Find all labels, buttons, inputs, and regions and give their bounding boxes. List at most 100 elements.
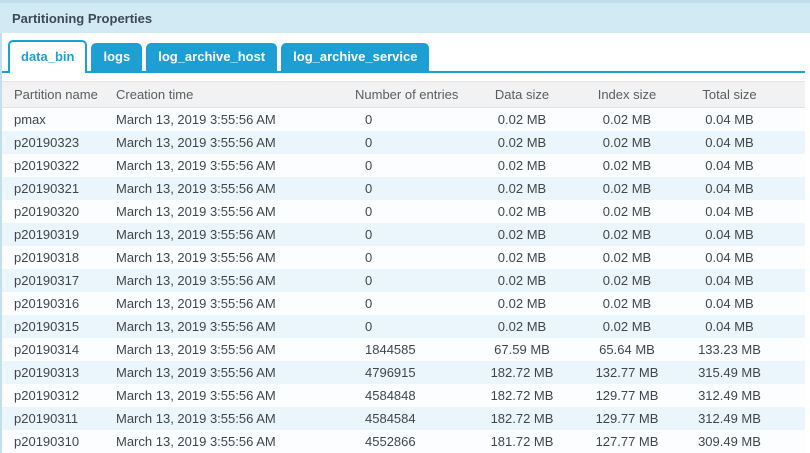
table-header-row: Partition name Creation time Number of e… <box>2 81 805 108</box>
table-row: p20190311 March 13, 2019 3:55:56 AM 4584… <box>2 406 805 430</box>
cell-index-size: 132.77 MB <box>595 364 659 380</box>
panel-title: Partitioning Properties <box>12 10 153 26</box>
cell-creation-time: March 13, 2019 3:55:56 AM <box>116 318 276 334</box>
cell-data-size: 182.72 MB <box>490 410 554 426</box>
cell-creation-time: March 13, 2019 3:55:56 AM <box>116 410 276 426</box>
cell-partition-name: p20190315 <box>14 318 80 334</box>
cell-filler <box>782 407 805 430</box>
table-row: p20190313 March 13, 2019 3:55:56 AM 4796… <box>2 360 805 384</box>
cell-filler <box>782 177 805 200</box>
panel-header: Partitioning Properties <box>0 0 810 33</box>
cell-data-size: 0.02 MB <box>497 226 547 242</box>
table-row: p20190316 March 13, 2019 3:55:56 AM 0 0.… <box>2 291 805 315</box>
cell-number-of-entries: 4552866 <box>365 433 416 449</box>
cell-number-of-entries: 0 <box>365 318 373 334</box>
cell-number-of-entries: 4584848 <box>365 387 416 403</box>
cell-number-of-entries: 0 <box>365 134 373 150</box>
table-row: p20190319 March 13, 2019 3:55:56 AM 0 0.… <box>2 222 805 246</box>
cell-number-of-entries: 0 <box>365 111 373 127</box>
cell-number-of-entries: 0 <box>365 203 373 219</box>
cell-index-size: 0.02 MB <box>602 318 652 334</box>
cell-number-of-entries: 0 <box>365 272 373 288</box>
tab-bar: data_bin logs log_archive_host log_archi… <box>2 33 805 73</box>
cell-total-size: 0.04 MB <box>705 134 754 150</box>
cell-creation-time: March 13, 2019 3:55:56 AM <box>116 111 276 127</box>
cell-index-size: 129.77 MB <box>595 387 659 403</box>
cell-filler <box>782 200 805 223</box>
cell-partition-name: p20190312 <box>14 387 80 403</box>
cell-index-size: 0.02 MB <box>602 111 652 127</box>
cell-data-size: 0.02 MB <box>497 318 547 334</box>
cell-index-size: 0.02 MB <box>602 134 652 150</box>
cell-data-size: 0.02 MB <box>497 295 547 311</box>
cell-total-size: 0.04 MB <box>705 272 754 288</box>
cell-index-size: 0.02 MB <box>602 295 652 311</box>
cell-number-of-entries: 4796915 <box>365 364 416 380</box>
cell-creation-time: March 13, 2019 3:55:56 AM <box>116 272 276 288</box>
cell-index-size: 127.77 MB <box>595 433 659 449</box>
cell-partition-name: p20190318 <box>14 249 80 265</box>
cell-creation-time: March 13, 2019 3:55:56 AM <box>116 341 276 357</box>
column-header-total-size: Total size <box>702 87 757 102</box>
cell-number-of-entries: 4584584 <box>365 410 416 426</box>
cell-partition-name: p20190319 <box>14 226 80 242</box>
cell-partition-name: p20190310 <box>14 433 80 449</box>
cell-index-size: 0.02 MB <box>602 226 652 242</box>
cell-data-size: 0.02 MB <box>497 157 547 173</box>
cell-data-size: 0.02 MB <box>497 272 547 288</box>
cell-filler <box>782 315 805 338</box>
cell-total-size: 0.04 MB <box>705 295 754 311</box>
cell-data-size: 0.02 MB <box>497 111 547 127</box>
cell-partition-name: p20190323 <box>14 134 80 150</box>
cell-partition-name: p20190321 <box>14 180 80 196</box>
cell-partition-name: p20190320 <box>14 203 80 219</box>
cell-data-size: 0.02 MB <box>497 180 547 196</box>
table-row: p20190310 March 13, 2019 3:55:56 AM 4552… <box>2 429 805 453</box>
cell-number-of-entries: 1844585 <box>365 341 416 357</box>
cell-index-size: 65.64 MB <box>599 341 655 357</box>
cell-number-of-entries: 0 <box>365 295 373 311</box>
cell-creation-time: March 13, 2019 3:55:56 AM <box>116 295 276 311</box>
cell-data-size: 67.59 MB <box>494 341 550 357</box>
column-header-partition-name: Partition name <box>14 87 98 102</box>
tab-logs[interactable]: logs <box>91 43 143 71</box>
cell-filler <box>782 292 805 315</box>
panel-content: data_bin logs log_archive_host log_archi… <box>0 33 810 453</box>
table-row: p20190315 March 13, 2019 3:55:56 AM 0 0.… <box>2 314 805 338</box>
cell-data-size: 182.72 MB <box>490 387 554 403</box>
cell-creation-time: March 13, 2019 3:55:56 AM <box>116 364 276 380</box>
cell-filler <box>782 338 805 361</box>
table-row: p20190312 March 13, 2019 3:55:56 AM 4584… <box>2 383 805 407</box>
cell-total-size: 312.49 MB <box>698 410 761 426</box>
cell-filler <box>782 269 805 292</box>
cell-filler <box>782 154 805 177</box>
tab-data-bin[interactable]: data_bin <box>8 40 88 73</box>
cell-number-of-entries: 0 <box>365 157 373 173</box>
tab-log-archive-host[interactable]: log_archive_host <box>146 43 278 71</box>
cell-filler <box>782 430 805 453</box>
cell-partition-name: p20190313 <box>14 364 80 380</box>
cell-total-size: 0.04 MB <box>705 226 754 242</box>
column-header-number-of-entries: Number of entries <box>355 87 459 102</box>
cell-partition-name: p20190322 <box>14 157 80 173</box>
column-header-index-size: Index size <box>597 87 657 102</box>
table-row: p20190318 March 13, 2019 3:55:56 AM 0 0.… <box>2 245 805 269</box>
cell-partition-name: p20190311 <box>14 410 79 426</box>
cell-data-size: 0.02 MB <box>497 203 547 219</box>
cell-total-size: 0.04 MB <box>705 111 754 127</box>
column-header-data-size: Data size <box>494 87 550 102</box>
cell-creation-time: March 13, 2019 3:55:56 AM <box>116 180 276 196</box>
cell-filler <box>782 384 805 407</box>
cell-total-size: 0.04 MB <box>705 249 754 265</box>
cell-number-of-entries: 0 <box>365 249 373 265</box>
cell-total-size: 133.23 MB <box>698 341 761 357</box>
cell-creation-time: March 13, 2019 3:55:56 AM <box>116 226 276 242</box>
cell-total-size: 0.04 MB <box>705 180 754 196</box>
cell-index-size: 0.02 MB <box>602 272 652 288</box>
table-body: pmax March 13, 2019 3:55:56 AM 0 0.02 MB… <box>2 107 805 453</box>
cell-number-of-entries: 0 <box>365 226 373 242</box>
tab-log-archive-service[interactable]: log_archive_service <box>281 43 430 71</box>
cell-creation-time: March 13, 2019 3:55:56 AM <box>116 433 276 449</box>
cell-filler <box>782 108 805 131</box>
table-row: p20190320 March 13, 2019 3:55:56 AM 0 0.… <box>2 199 805 223</box>
